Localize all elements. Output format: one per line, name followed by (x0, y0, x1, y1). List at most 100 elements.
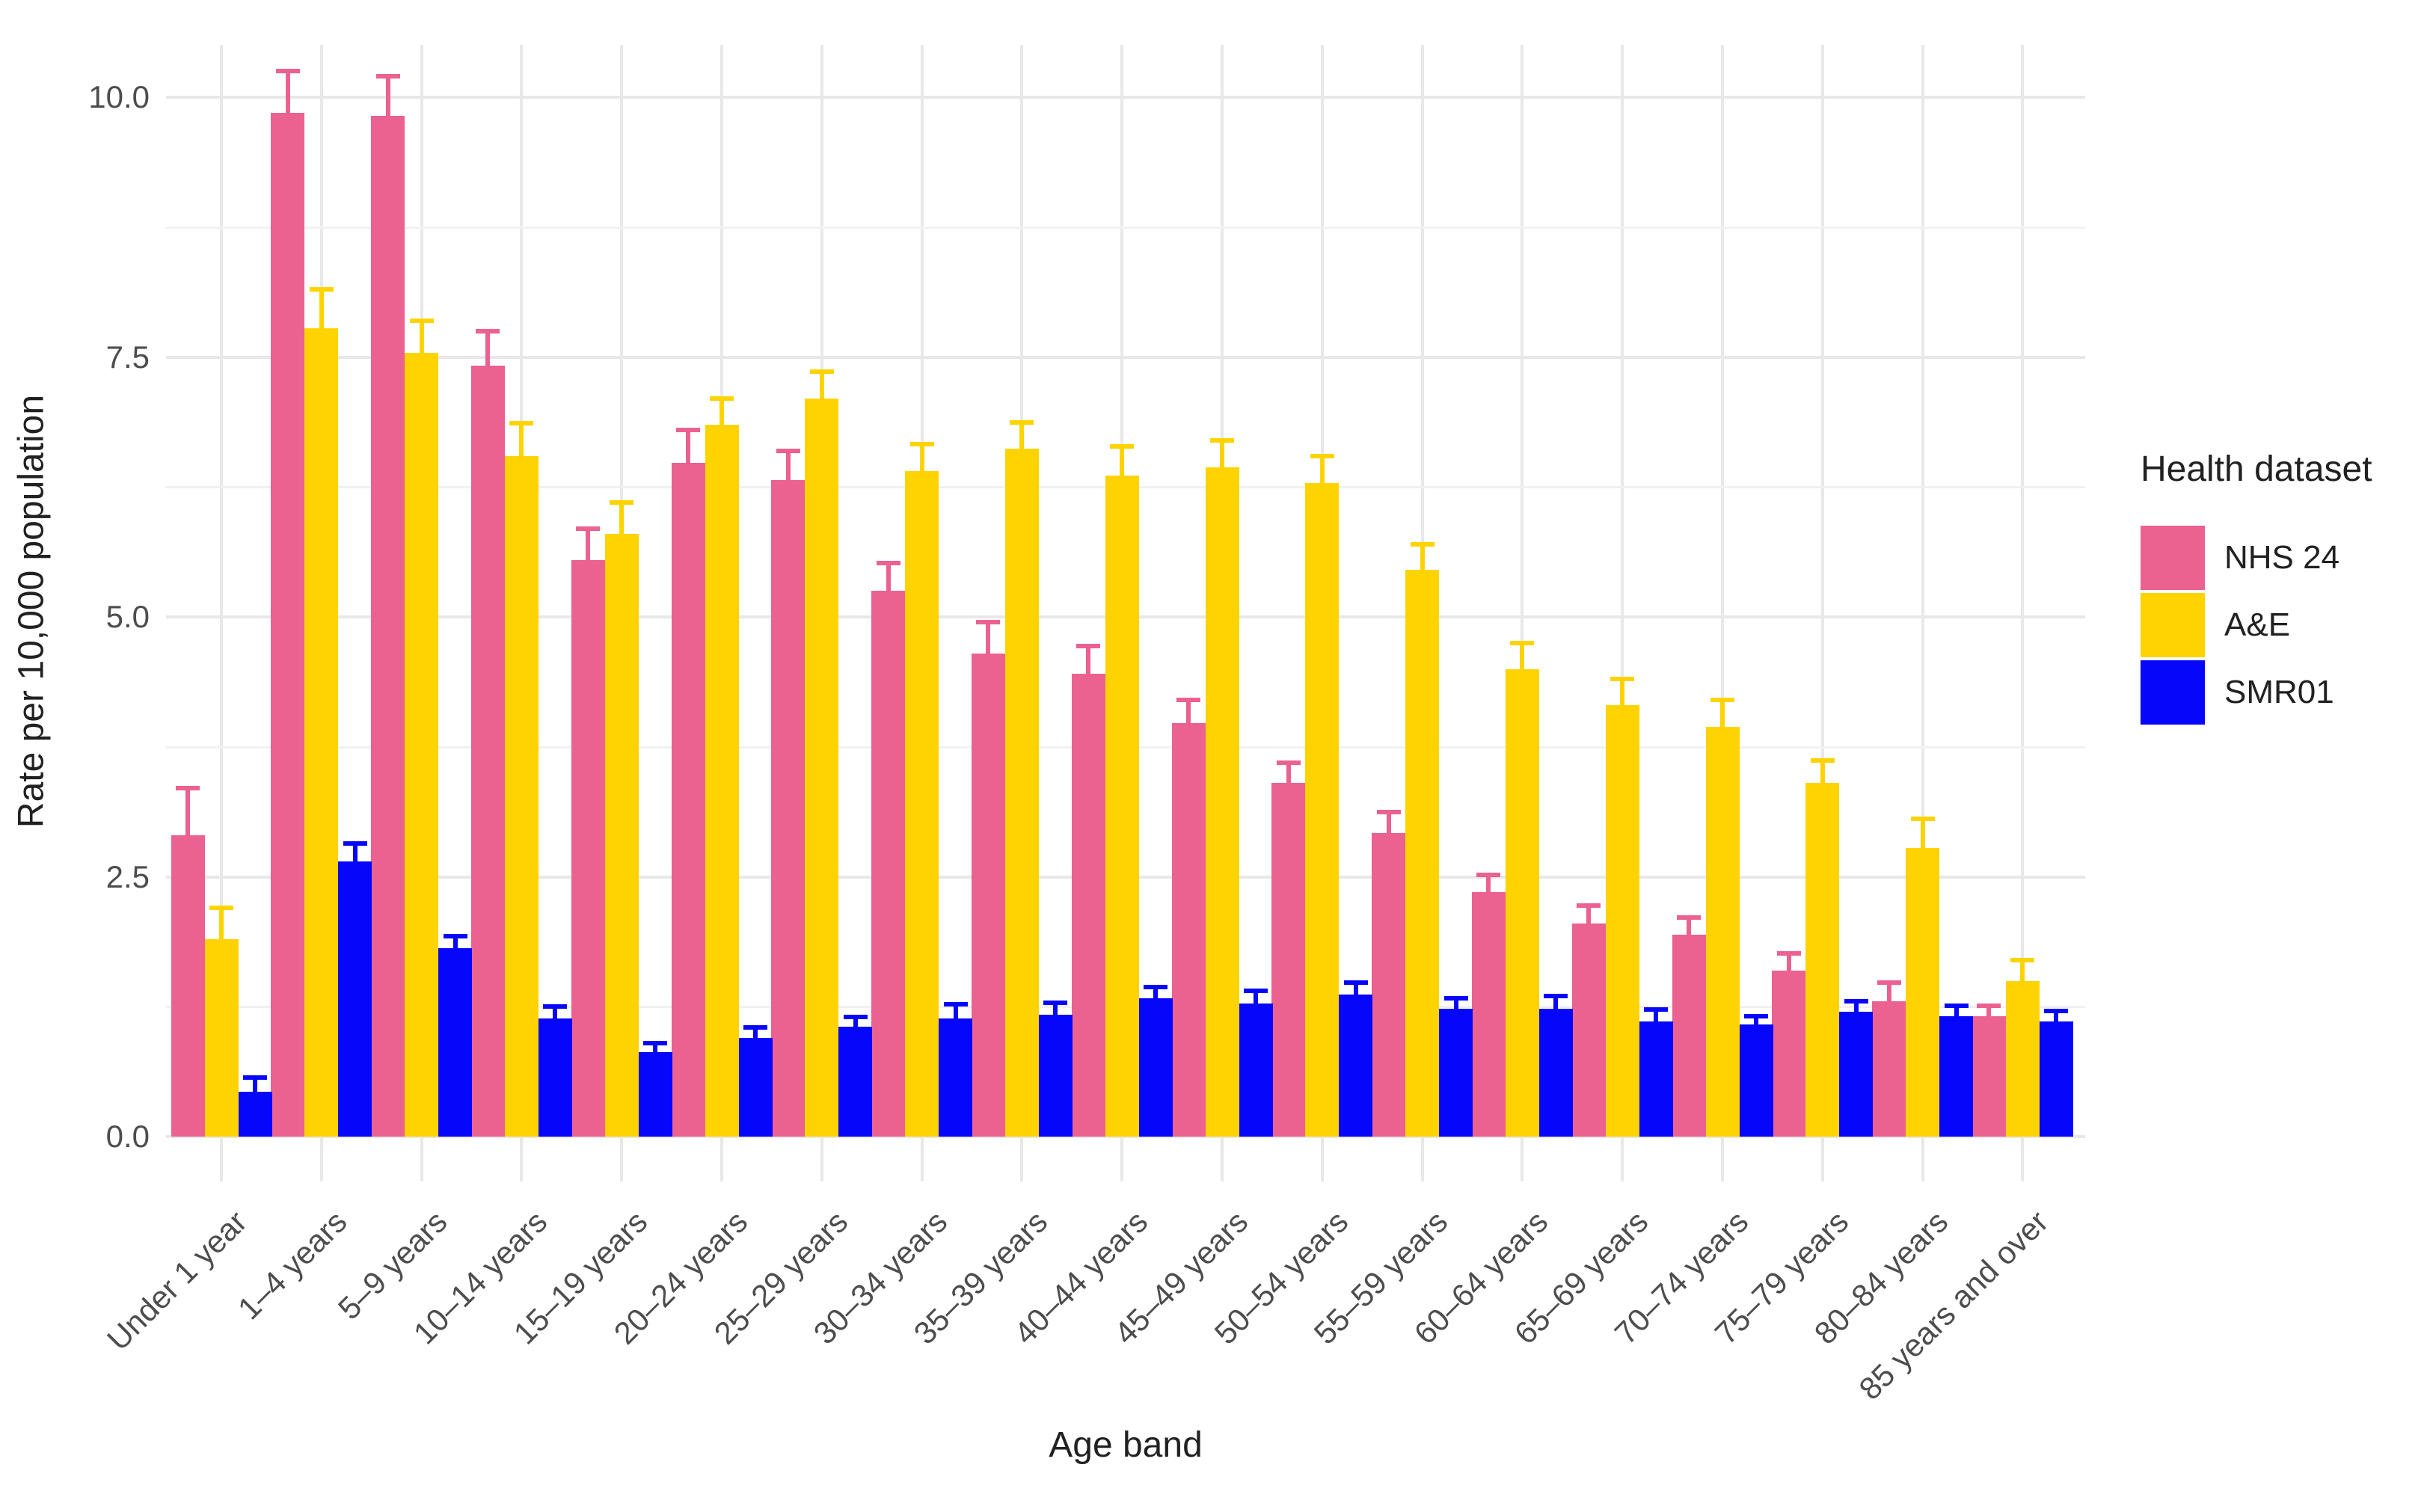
bar-a-e-5-9-years (405, 352, 439, 1137)
errorbar-smr01-5-9-years (452, 935, 458, 962)
legend-swatch-a-e (2141, 593, 2205, 657)
errorbar-smr01-60-64-years (1553, 996, 1559, 1021)
errorbar-cap (1644, 1007, 1669, 1012)
legend-entry-nhs-24: NHS 24 (2141, 526, 2417, 591)
errorbar-cap (1443, 996, 1468, 1001)
errorbar-cap (1510, 640, 1535, 645)
errorbar-cap (843, 1033, 868, 1039)
bar-a-e-45-49-years (1205, 467, 1239, 1137)
errorbar-smr01-15-19-years (653, 1042, 658, 1062)
bar-smr01-45-49-years (1239, 1004, 1273, 1137)
errorbar-cap (909, 442, 934, 447)
errorbar-cap (1276, 760, 1301, 765)
errorbar-cap (1244, 989, 1268, 994)
errorbar-cap (476, 328, 500, 334)
bar-a-e-75-79-years (1805, 783, 1840, 1137)
errorbar-cap (909, 496, 934, 501)
errorbar-cap (243, 1104, 267, 1109)
errorbar-cap (176, 786, 200, 791)
bar-nhs-24-45-49-years (1171, 722, 1206, 1137)
legend-title: Health dataset (2141, 449, 2372, 489)
legend-swatch-smr01 (2141, 660, 2205, 725)
h-gridline-major (166, 96, 2085, 99)
bar-nhs-24-40-44-years (1071, 674, 1105, 1137)
errorbar-nhs-24-35-39-years (986, 621, 991, 685)
bar-a-e-1-4-years (304, 328, 339, 1137)
bar-a-e-10-14-years (504, 455, 538, 1137)
bar-smr01-30-34-years (939, 1018, 973, 1137)
bar-a-e-40-44-years (1105, 475, 1139, 1137)
errorbar-cap (2044, 1008, 2069, 1013)
errorbar-cap (1644, 1030, 1669, 1035)
errorbar-cap (209, 968, 233, 973)
bar-smr01-65-69-years (1639, 1021, 1673, 1137)
x-axis-title: Age band (1049, 1425, 1203, 1465)
errorbar-nhs-24-85-years-and-over (1986, 1005, 1992, 1027)
errorbar-cap (1677, 915, 1701, 920)
errorbar-nhs-24-55-59-years (1386, 812, 1391, 854)
errorbar-a-e-30-34-years (919, 444, 924, 499)
errorbar-nhs-24-50-54-years (1286, 762, 1291, 805)
bar-smr01-10-14-years (538, 1018, 572, 1137)
errorbar-nhs-24-60-64-years (1486, 874, 1491, 910)
errorbar-a-e-45-49-years (1220, 440, 1224, 494)
errorbar-a-e-80-84-years (1920, 818, 1925, 877)
errorbar-cap (1677, 950, 1701, 955)
y-tick-label-0.0: 0.0 (105, 1119, 150, 1154)
h-gridline-minor (166, 226, 2085, 229)
errorbar-a-e-20-24-years (719, 399, 724, 451)
v-gridline (220, 45, 223, 1181)
bar-smr01-5-9-years (438, 948, 473, 1137)
errorbar-cap (576, 588, 601, 594)
errorbar-cap (1744, 1030, 1768, 1035)
errorbar-a-e-25-29-years (819, 371, 824, 426)
h-gridline-major (166, 355, 2085, 359)
bar-nhs-24-60-64-years (1471, 892, 1506, 1137)
errorbar-cap (476, 397, 500, 402)
errorbar-cap (1043, 1025, 1068, 1030)
errorbar-cap (876, 616, 900, 621)
errorbar-cap (1076, 699, 1101, 704)
errorbar-a-e-65-69-years (1620, 679, 1625, 731)
errorbar-smr01-20-24-years (753, 1027, 758, 1048)
errorbar-smr01-75-79-years (1853, 1001, 1859, 1023)
errorbar-cap (943, 1029, 968, 1034)
errorbar-cap (1476, 872, 1501, 877)
errorbar-cap (543, 1004, 568, 1009)
bar-nhs-24-65-69-years (1571, 924, 1606, 1137)
y-axis-title: Rate per 10,000 population (11, 394, 52, 829)
bar-a-e-85-years-and-over (2005, 980, 2040, 1137)
errorbar-cap (1076, 643, 1101, 648)
bar-a-e-70-74-years (1705, 727, 1740, 1137)
errorbar-smr01-10-14-years (553, 1007, 558, 1030)
errorbar-cap (409, 318, 434, 323)
bar-nhs-24-50-54-years (1271, 783, 1306, 1137)
errorbar-cap (2010, 999, 2035, 1004)
errorbar-cap (1176, 743, 1200, 749)
legend-swatch-nhs-24 (2141, 526, 2205, 590)
legend-label-smr01: SMR01 (2224, 674, 2334, 710)
errorbar-cap (1944, 1003, 1969, 1008)
errorbar-nhs-24-20-24-years (686, 429, 690, 497)
errorbar-cap (1176, 698, 1200, 703)
errorbar-cap (243, 1075, 267, 1080)
v-gridline (1820, 45, 1824, 1181)
x-tick-label-1-4-years: 1–4 years (231, 1203, 354, 1327)
errorbar-cap (1710, 752, 1734, 757)
bar-nhs-24-70-74-years (1672, 935, 1706, 1137)
errorbar-cap (1210, 437, 1234, 443)
errorbar-cap (1844, 1020, 1868, 1025)
bar-a-e-30-34-years (905, 471, 939, 1137)
errorbar-cap (576, 526, 601, 531)
errorbar-smr01-45-49-years (1254, 991, 1258, 1016)
errorbar-cap (275, 69, 300, 74)
errorbar-a-e-1-4-years (319, 289, 324, 366)
errorbar-cap (776, 506, 800, 511)
bar-nhs-24-under-1-year (171, 835, 205, 1137)
bar-a-e-50-54-years (1305, 482, 1340, 1137)
errorbar-cap (1310, 453, 1334, 458)
errorbar-smr01-55-59-years (1453, 998, 1458, 1019)
bar-nhs-24-55-59-years (1372, 833, 1406, 1137)
errorbar-cap (1376, 810, 1401, 815)
errorbar-cap (1710, 698, 1734, 703)
